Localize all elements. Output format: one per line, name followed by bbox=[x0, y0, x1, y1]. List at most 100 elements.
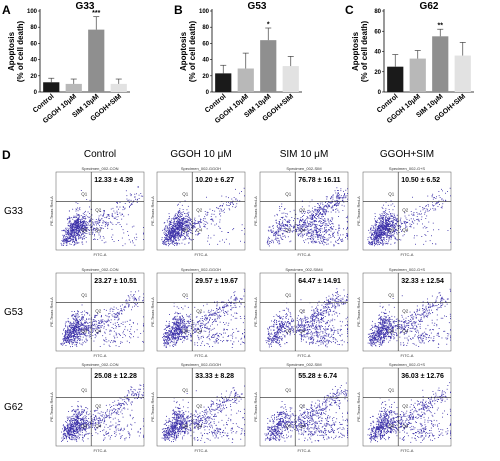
dot bbox=[75, 330, 77, 332]
dot bbox=[386, 235, 388, 236]
dot bbox=[73, 232, 75, 234]
dot bbox=[213, 334, 215, 336]
dot bbox=[88, 216, 90, 218]
dot bbox=[374, 220, 376, 222]
dot bbox=[230, 309, 232, 311]
dot bbox=[424, 234, 426, 235]
dot bbox=[108, 222, 109, 224]
dot bbox=[80, 229, 82, 231]
dot bbox=[315, 229, 317, 231]
dot bbox=[293, 209, 295, 211]
dot bbox=[313, 214, 314, 215]
dot bbox=[75, 226, 77, 228]
dot bbox=[209, 319, 210, 321]
dot bbox=[102, 321, 104, 323]
dot bbox=[110, 322, 112, 323]
quadrant-label: Q1 bbox=[81, 192, 88, 197]
dot bbox=[64, 336, 66, 338]
dot bbox=[76, 326, 78, 328]
dot bbox=[74, 327, 75, 329]
dot bbox=[64, 331, 66, 333]
dot bbox=[172, 225, 173, 227]
dot bbox=[78, 322, 80, 324]
dot bbox=[277, 232, 279, 234]
dot bbox=[129, 299, 131, 301]
dot bbox=[318, 235, 320, 236]
dot bbox=[220, 334, 222, 336]
dot bbox=[278, 230, 280, 232]
dot bbox=[394, 228, 396, 229]
dot bbox=[108, 215, 110, 217]
dot bbox=[119, 224, 121, 225]
dot bbox=[182, 219, 184, 220]
dot bbox=[305, 227, 306, 228]
dot bbox=[69, 237, 71, 239]
dot bbox=[73, 325, 75, 327]
dot bbox=[308, 238, 310, 240]
dot bbox=[380, 220, 381, 222]
dot bbox=[439, 204, 440, 205]
dot bbox=[82, 229, 84, 231]
dot bbox=[235, 188, 236, 190]
dot bbox=[313, 221, 315, 223]
dot bbox=[328, 222, 330, 224]
dot bbox=[378, 230, 380, 232]
dot bbox=[224, 304, 226, 306]
dot bbox=[384, 239, 385, 241]
dot bbox=[325, 239, 327, 240]
dot bbox=[304, 221, 305, 223]
dot bbox=[63, 339, 65, 341]
dot bbox=[381, 227, 383, 228]
dot bbox=[163, 222, 165, 224]
dot bbox=[301, 234, 303, 236]
dot bbox=[100, 316, 102, 318]
dot bbox=[128, 305, 130, 307]
dot bbox=[413, 222, 415, 224]
dot bbox=[388, 220, 390, 222]
dot bbox=[84, 216, 86, 218]
dot bbox=[382, 223, 384, 225]
dot bbox=[378, 232, 380, 234]
dot bbox=[72, 326, 74, 328]
dot bbox=[331, 223, 333, 224]
dot bbox=[400, 219, 401, 221]
dot bbox=[285, 225, 287, 227]
dot bbox=[97, 239, 99, 240]
dot bbox=[306, 218, 308, 220]
dot bbox=[207, 222, 209, 224]
dot bbox=[233, 197, 235, 198]
dot bbox=[289, 224, 291, 225]
dot bbox=[80, 236, 81, 238]
dot bbox=[80, 322, 82, 324]
dot bbox=[77, 210, 79, 212]
dot bbox=[102, 236, 104, 237]
dot bbox=[104, 225, 106, 227]
dot bbox=[117, 202, 118, 204]
dot bbox=[178, 212, 179, 213]
dot bbox=[135, 233, 137, 235]
dot bbox=[92, 229, 94, 230]
dot bbox=[184, 337, 186, 339]
dot bbox=[76, 220, 78, 222]
dot bbox=[216, 223, 217, 225]
dot bbox=[80, 220, 82, 222]
dot bbox=[96, 321, 97, 323]
dot bbox=[133, 296, 135, 298]
dot bbox=[183, 233, 184, 235]
dot bbox=[188, 223, 190, 225]
dot bbox=[180, 219, 182, 221]
dot bbox=[347, 226, 348, 228]
dot bbox=[69, 331, 70, 333]
dot bbox=[67, 331, 69, 333]
dot bbox=[388, 231, 389, 232]
dot bbox=[93, 222, 95, 224]
dot bbox=[386, 236, 388, 238]
dot bbox=[303, 240, 305, 242]
dot bbox=[165, 234, 167, 236]
dot bbox=[67, 337, 69, 338]
dot bbox=[168, 216, 170, 217]
dot bbox=[277, 234, 279, 236]
dot bbox=[225, 311, 227, 312]
dot bbox=[87, 323, 89, 324]
dot bbox=[81, 234, 83, 235]
